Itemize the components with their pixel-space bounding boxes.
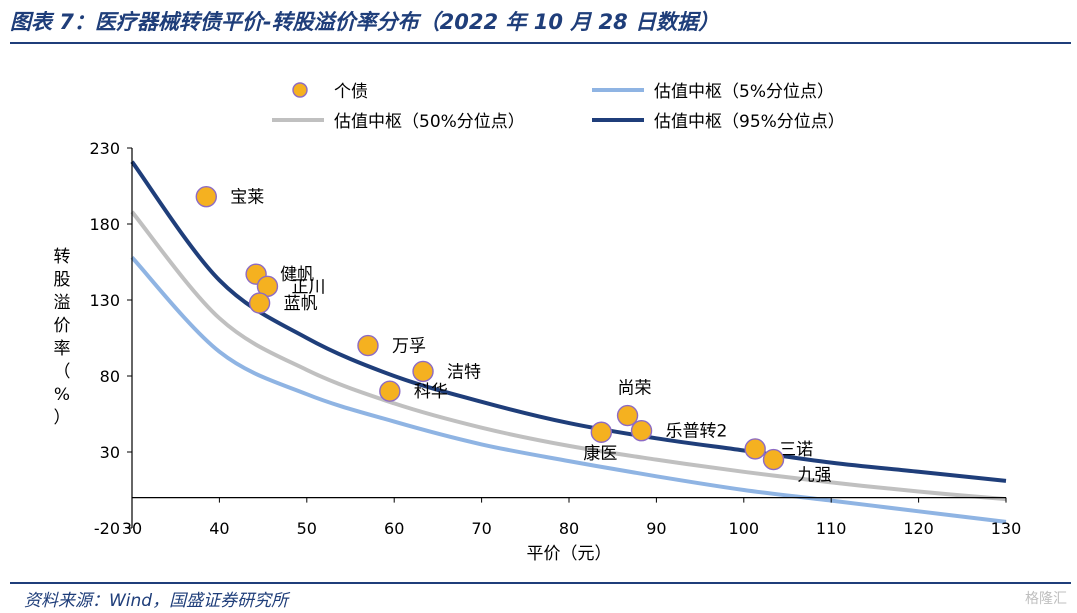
axes: 30 40 50 60 70 80 90 100 110 120 130-2030801301802… — [89, 139, 1021, 538]
point-label: 康医 — [583, 444, 617, 464]
figure-title: 图表 7：医疗器械转债平价-转股溢价率分布（2022 年 10 月 28 日数据… — [10, 10, 720, 34]
x-tick-label: 90 — [646, 519, 666, 538]
curve-curve-50 — [130, 210, 1007, 502]
source-divider — [10, 582, 1071, 584]
curve-curve-5 — [130, 256, 1007, 524]
legend: 个债 估值中枢（5%分位点） 估值中枢（50%分位点） 估值中枢（95%分位点） — [272, 82, 845, 132]
legend-label: 估值中枢（95%分位点） — [654, 112, 845, 132]
legend-label: 个债 — [334, 82, 368, 102]
bond-point — [357, 334, 379, 357]
point-label: 洁特 — [447, 362, 481, 382]
y-tick-label: 80 — [100, 367, 120, 386]
point-label: 健帆 — [280, 265, 314, 285]
x-tick-label: 110 — [816, 519, 847, 538]
curve-curve-95 — [130, 160, 1007, 483]
valuation-curves — [130, 160, 1007, 524]
point-label: 科华 — [414, 382, 448, 402]
point-label: 尚荣 — [618, 379, 652, 399]
y-tick-label: 30 — [100, 443, 120, 462]
bond-point — [195, 185, 217, 208]
bond-point — [616, 404, 639, 427]
point-label: 乐普转2 — [666, 422, 728, 442]
point-label: 宝莱 — [230, 188, 264, 208]
y-tick-label: 130 — [89, 291, 120, 310]
x-tick-label: 60 — [384, 519, 404, 538]
y-tick-label: 180 — [89, 215, 120, 234]
point-label: 蓝帆 — [284, 294, 318, 314]
axis-labels: 平价（元） 转股溢价率（%） — [54, 247, 612, 564]
bond-point — [630, 420, 653, 442]
legend-label: 估值中枢（50%分位点） — [334, 112, 525, 132]
x-tick-label: 100 — [729, 519, 760, 538]
scatter-chart: 30 40 50 60 70 80 90 100 110 120 130-2030801301802… — [54, 82, 1022, 564]
x-tick-label: 50 — [297, 519, 317, 538]
x-tick-label: 40 — [209, 519, 229, 538]
y-tick-label: 230 — [89, 139, 120, 158]
x-tick-label: 120 — [903, 519, 934, 538]
point-label: 正川 — [291, 277, 325, 297]
point-label: 万孚 — [392, 337, 426, 357]
bond-point — [412, 360, 434, 383]
point-label: 三诺 — [779, 440, 813, 460]
x-tick-label: 70 — [471, 519, 491, 538]
bond-point — [762, 448, 785, 471]
bond-point — [744, 438, 766, 460]
x-axis-title: 平价（元） — [527, 544, 612, 564]
y-axis-title: 转股溢价率（%） — [54, 247, 71, 428]
bond-point — [248, 292, 271, 314]
x-tick-label: 80 — [559, 519, 579, 538]
point-label: 九强 — [798, 466, 832, 486]
title-divider — [10, 42, 1071, 44]
bond-point — [590, 421, 613, 443]
y-tick-label: -20 — [94, 519, 120, 538]
legend-label: 估值中枢（5%分位点） — [654, 82, 834, 102]
bond-point — [379, 380, 401, 402]
x-tick-label: 130 — [991, 519, 1022, 538]
legend-point-marker — [292, 82, 308, 98]
watermark-logo: 格隆汇 — [1025, 591, 1067, 607]
source-note: 资料来源：Wind，国盛证券研究所 — [24, 591, 289, 611]
